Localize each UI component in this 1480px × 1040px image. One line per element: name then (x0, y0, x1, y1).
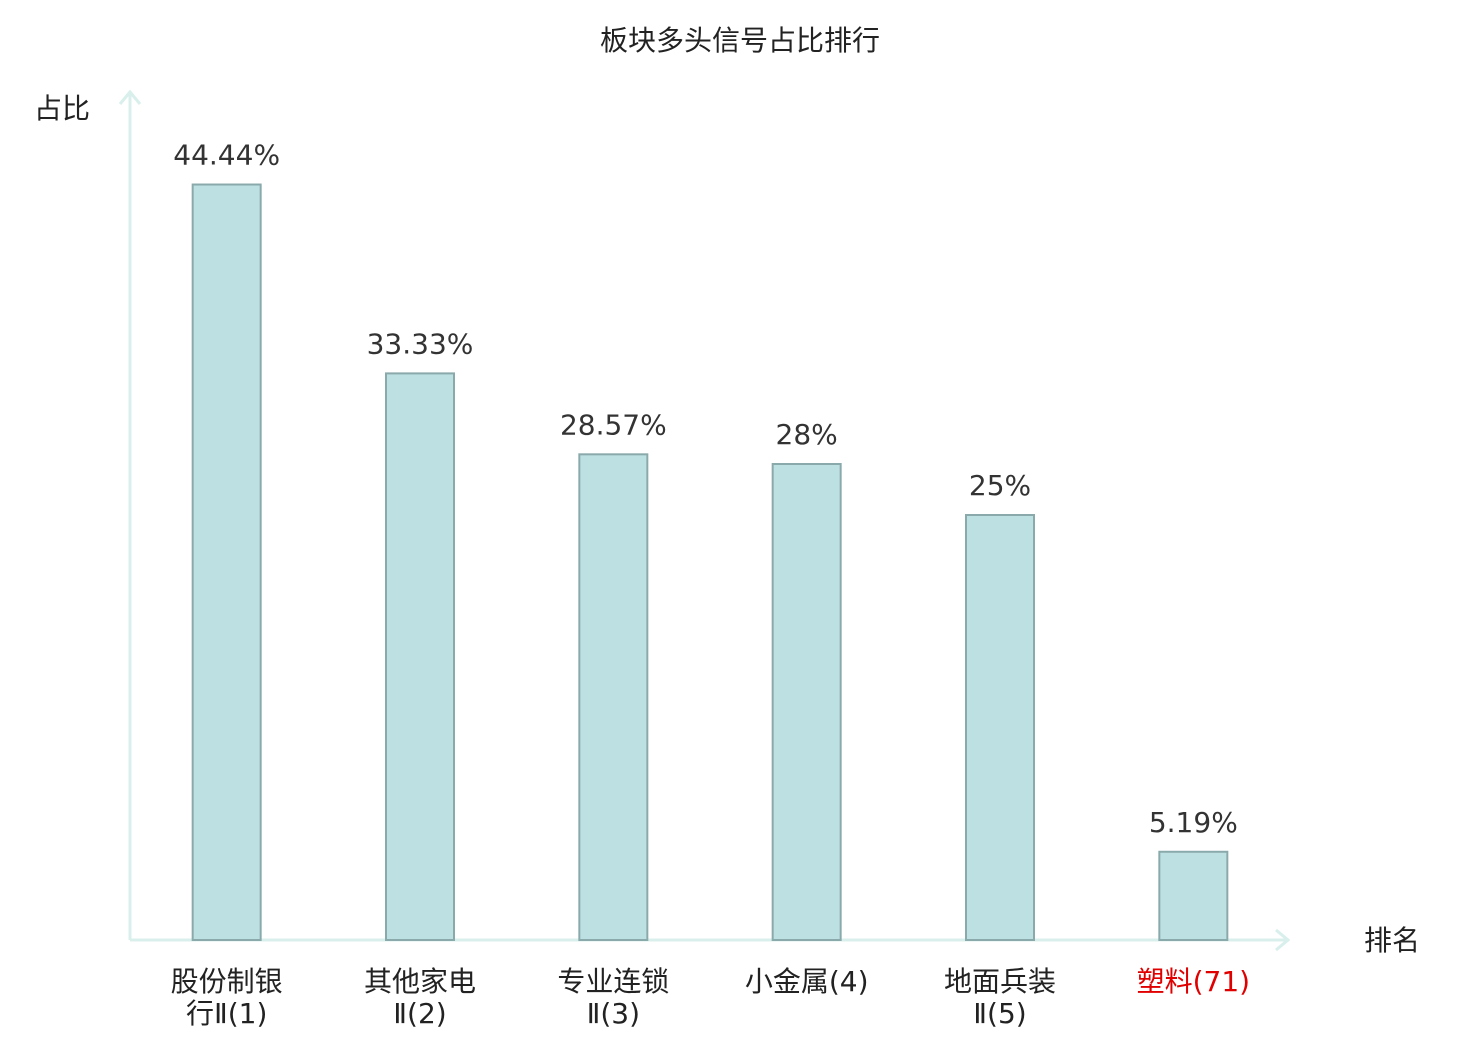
y-axis-label: 占比 (34, 92, 90, 125)
x-tick-label: 塑料(71) (1137, 965, 1250, 998)
x-tick-label: 小金属(4) (745, 965, 869, 998)
value-label: 25% (969, 469, 1031, 502)
bar (191, 183, 262, 941)
bar (385, 372, 455, 941)
value-label: 33.33% (367, 327, 474, 360)
y-axis-arrow (118, 89, 142, 105)
bar (965, 514, 1035, 941)
value-label: 5.19% (1149, 806, 1238, 839)
value-label: 44.44% (173, 139, 280, 172)
bar (771, 463, 842, 941)
x-axis-arrow (1275, 928, 1291, 952)
x-tick-label: 其他家电 Ⅱ(2) (364, 965, 476, 1030)
x-tick-label: 地面兵装 Ⅱ(5) (944, 965, 1056, 1030)
x-tick-label: 股份制银行Ⅱ(1) (171, 965, 283, 1030)
x-tick-label: 专业连锁 Ⅱ(3) (557, 965, 669, 1030)
chart-title: 板块多头信号占比排行 (600, 24, 880, 57)
value-label: 28.57% (560, 408, 667, 441)
value-label: 28% (776, 418, 838, 451)
bar (1158, 850, 1229, 942)
x-axis-label: 排名 (1364, 924, 1420, 957)
bar (578, 453, 649, 941)
